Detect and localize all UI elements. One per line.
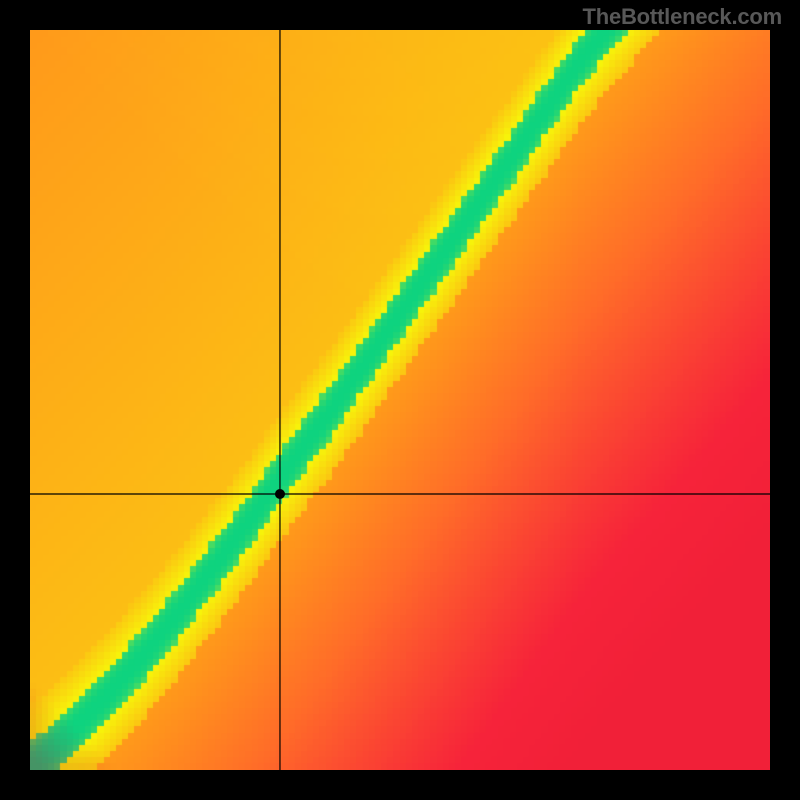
chart-frame: TheBottleneck.com	[0, 0, 800, 800]
watermark-text: TheBottleneck.com	[582, 4, 782, 30]
heatmap-canvas	[30, 30, 770, 770]
